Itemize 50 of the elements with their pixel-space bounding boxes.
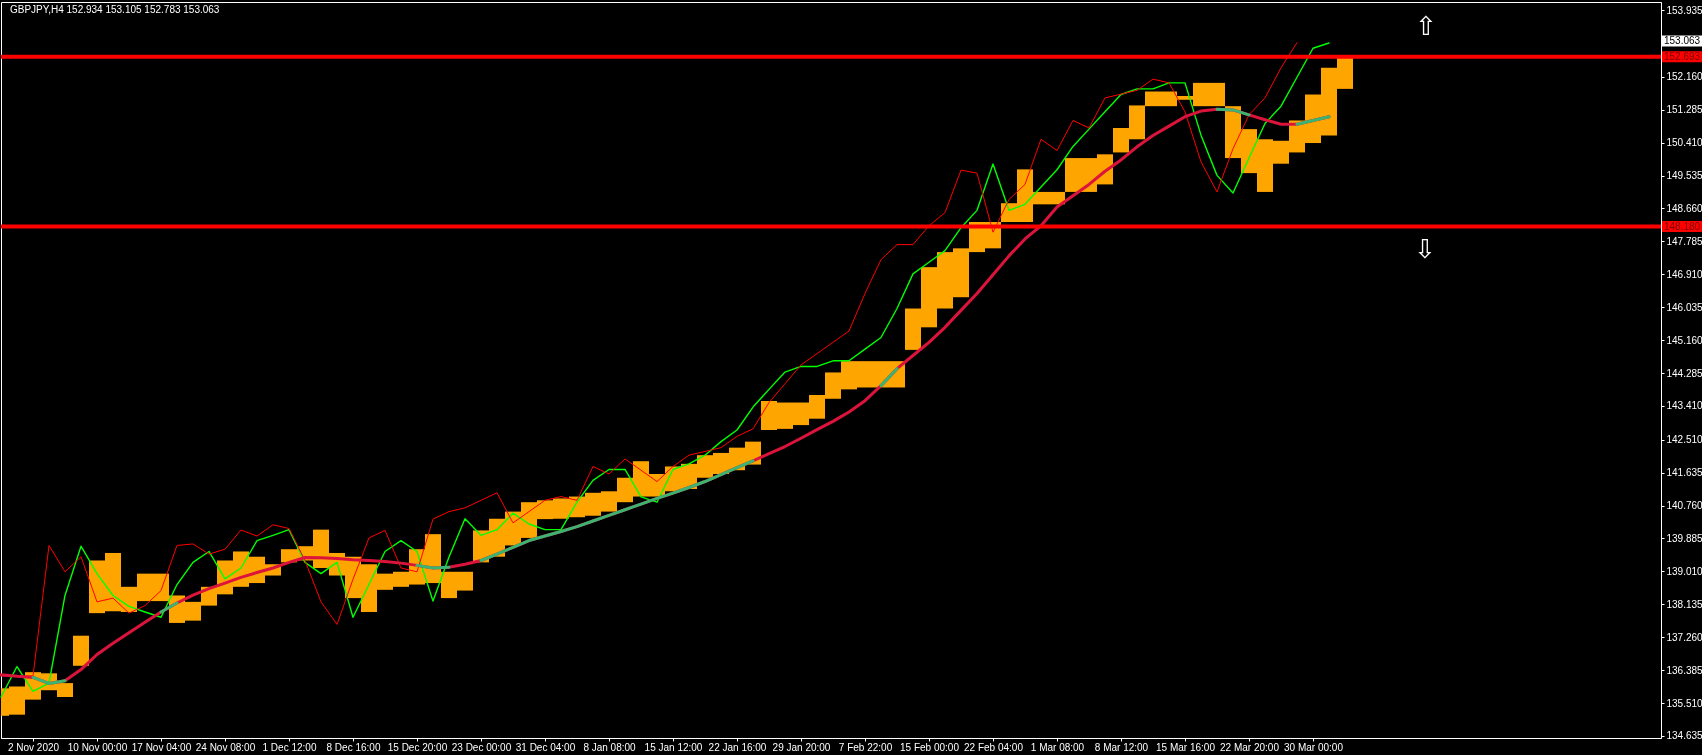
y-tick-label: 152.160 — [1666, 71, 1702, 83]
y-tick-label: 149.535 — [1666, 170, 1702, 182]
y-tick-label: 148.660 — [1666, 202, 1702, 214]
y-tick-label: 136.385 — [1666, 664, 1702, 676]
y-tick-label: 151.285 — [1666, 104, 1702, 116]
text: 153.063 — [1664, 35, 1701, 46]
x-tick-label: 30 Mar 00:00 — [1284, 741, 1344, 753]
x-tick-label: 22 Jan 16:00 — [708, 741, 767, 753]
y-tick-label: 146.910 — [1666, 268, 1702, 280]
x-tick-label: 15 Feb 00:00 — [900, 741, 960, 753]
y-tick-label: 139.885 — [1666, 532, 1702, 544]
chart-title: GBPJPY,H4 152.934 153.105 152.783 153.063 — [10, 4, 220, 15]
x-tick-label: 15 Jan 12:00 — [644, 741, 703, 753]
x-tick-label: 15 Dec 20:00 — [387, 741, 448, 753]
bar — [73, 635, 89, 666]
x-tick-label: 8 Jan 08:00 — [583, 741, 637, 753]
x-tick-label: 31 Dec 04:00 — [515, 741, 576, 753]
x-tick-label: 15 Mar 16:00 — [1156, 741, 1216, 753]
y-tick-label: 145.160 — [1666, 334, 1702, 346]
y-tick-label: 142.510 — [1666, 434, 1702, 446]
y-tick-label: 141.635 — [1666, 467, 1702, 479]
y-tick-label: 143.410 — [1666, 400, 1702, 412]
x-tick-label: 23 Dec 00:00 — [451, 741, 512, 753]
x-tick-label: 22 Feb 04:00 — [964, 741, 1024, 753]
x-tick-label: 22 Mar 20:00 — [1220, 741, 1280, 753]
x-tick-label: 1 Mar 08:00 — [1030, 741, 1085, 753]
x-tick-label: 1 Dec 12:00 — [262, 741, 317, 753]
y-tick-label: 135.510 — [1666, 697, 1702, 709]
x-tick-label: 8 Dec 16:00 — [326, 741, 381, 753]
y-tick-label: 139.010 — [1666, 565, 1702, 577]
x-tick-label: 7 Feb 22:00 — [838, 741, 893, 753]
x-tick-label: 2 Nov 2020 — [7, 741, 60, 753]
y-tick-label: 137.260 — [1666, 631, 1702, 643]
y-tick-label: 134.635 — [1666, 730, 1702, 742]
annotation: ⇧ — [1415, 11, 1437, 41]
ref-line-label: 148.180 — [1664, 220, 1701, 232]
ref-line-label: 152.693 — [1664, 50, 1701, 62]
x-tick-label: 10 Nov 00:00 — [67, 741, 128, 753]
x-tick-label: 8 Mar 12:00 — [1094, 741, 1149, 753]
y-tick-label: 153.935 — [1666, 4, 1702, 16]
x-tick-label: 29 Jan 20:00 — [772, 741, 831, 753]
y-tick-label: 146.035 — [1666, 301, 1702, 313]
y-tick-label: 147.785 — [1666, 235, 1702, 247]
x-tick-label: 24 Nov 08:00 — [195, 741, 256, 753]
y-tick-label: 144.285 — [1666, 367, 1702, 379]
annotation: ⇩ — [1414, 234, 1436, 264]
x-tick-label: 17 Nov 04:00 — [131, 741, 192, 753]
y-tick-label: 138.135 — [1666, 598, 1702, 610]
y-tick-label: 150.410 — [1666, 137, 1702, 149]
y-tick-label: 140.760 — [1666, 500, 1702, 512]
